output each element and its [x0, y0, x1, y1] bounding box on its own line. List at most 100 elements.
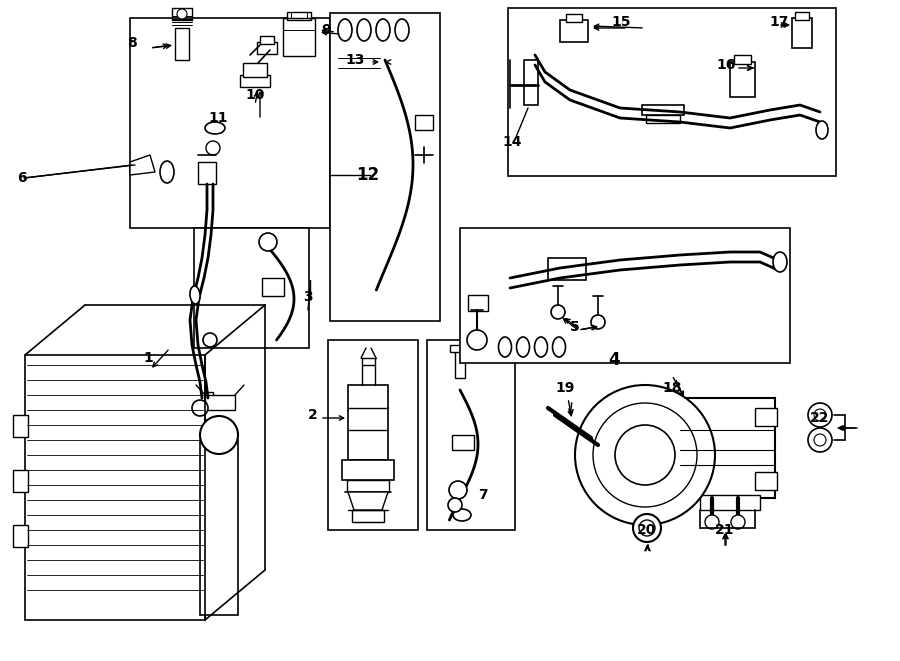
Circle shape	[814, 409, 826, 421]
Bar	[795, 12, 809, 20]
Bar	[468, 295, 488, 311]
Bar	[13, 470, 28, 492]
Bar	[338, 78, 380, 96]
Circle shape	[192, 400, 208, 416]
Bar	[257, 42, 277, 54]
Ellipse shape	[453, 509, 471, 521]
Bar	[755, 472, 777, 490]
Circle shape	[448, 498, 462, 512]
Bar	[130, 18, 330, 228]
Text: 10: 10	[246, 88, 265, 102]
Bar	[260, 36, 274, 44]
Bar	[566, 14, 582, 22]
Bar	[348, 385, 388, 460]
Circle shape	[705, 515, 719, 529]
Bar	[25, 355, 205, 620]
Text: 13: 13	[346, 53, 365, 67]
Bar	[13, 415, 28, 437]
Text: 14: 14	[502, 135, 522, 149]
Text: 3: 3	[303, 290, 313, 304]
Text: 12: 12	[356, 166, 380, 184]
Bar	[560, 20, 588, 42]
Ellipse shape	[816, 121, 828, 139]
Text: 17: 17	[770, 15, 788, 29]
Bar	[640, 495, 685, 510]
Bar	[755, 408, 777, 426]
Circle shape	[814, 434, 826, 446]
Ellipse shape	[517, 337, 529, 357]
Ellipse shape	[160, 161, 174, 183]
Bar	[450, 345, 470, 352]
Bar	[460, 228, 790, 363]
Bar	[524, 60, 538, 105]
Bar	[352, 510, 384, 522]
Bar	[792, 18, 812, 48]
Circle shape	[731, 515, 745, 529]
Text: 2: 2	[308, 408, 318, 422]
Circle shape	[177, 9, 187, 19]
Bar	[193, 392, 213, 406]
Bar	[243, 63, 267, 77]
Ellipse shape	[190, 286, 200, 304]
Ellipse shape	[395, 19, 409, 41]
Bar	[200, 440, 238, 615]
Circle shape	[633, 514, 661, 542]
Bar	[283, 18, 315, 56]
Circle shape	[808, 428, 832, 452]
Bar	[342, 38, 376, 44]
Text: 5: 5	[570, 320, 580, 334]
Bar	[13, 525, 28, 547]
Circle shape	[639, 520, 655, 536]
Bar	[642, 105, 684, 115]
Text: 15: 15	[611, 15, 631, 29]
Bar	[262, 278, 284, 296]
Text: 6: 6	[17, 171, 27, 185]
Ellipse shape	[376, 19, 390, 41]
Bar	[328, 340, 418, 530]
Circle shape	[203, 333, 217, 347]
Ellipse shape	[553, 337, 565, 357]
Circle shape	[808, 403, 832, 427]
Circle shape	[206, 141, 220, 155]
Bar	[330, 13, 440, 321]
Polygon shape	[348, 492, 388, 510]
Bar	[646, 115, 680, 123]
Bar	[342, 460, 394, 480]
Text: 7: 7	[478, 488, 488, 502]
Bar	[427, 340, 515, 530]
Ellipse shape	[499, 337, 511, 357]
Text: 11: 11	[208, 111, 228, 125]
Circle shape	[591, 315, 605, 329]
Bar	[338, 42, 380, 80]
Circle shape	[449, 481, 467, 499]
Bar	[415, 115, 433, 130]
Ellipse shape	[205, 122, 225, 134]
Ellipse shape	[357, 19, 371, 41]
Text: 19: 19	[555, 381, 575, 395]
Circle shape	[259, 233, 277, 251]
Text: 4: 4	[608, 351, 620, 369]
Circle shape	[200, 416, 238, 454]
Bar	[347, 480, 389, 492]
Bar	[508, 8, 836, 176]
Bar	[700, 495, 760, 510]
Bar	[240, 75, 270, 87]
Text: 16: 16	[716, 58, 735, 72]
Bar	[198, 162, 216, 184]
Bar	[455, 348, 465, 378]
Bar	[287, 12, 311, 20]
Text: 1: 1	[143, 351, 153, 365]
Text: 20: 20	[637, 523, 657, 537]
Bar	[175, 28, 189, 60]
Bar	[452, 435, 474, 450]
Text: 22: 22	[810, 411, 830, 425]
Bar	[680, 398, 775, 498]
Bar	[734, 55, 751, 64]
Ellipse shape	[535, 337, 547, 357]
Bar	[730, 62, 755, 97]
Text: 21: 21	[716, 523, 734, 537]
Circle shape	[575, 385, 715, 525]
Circle shape	[467, 330, 487, 350]
Circle shape	[551, 305, 565, 319]
Text: 8: 8	[127, 36, 137, 50]
